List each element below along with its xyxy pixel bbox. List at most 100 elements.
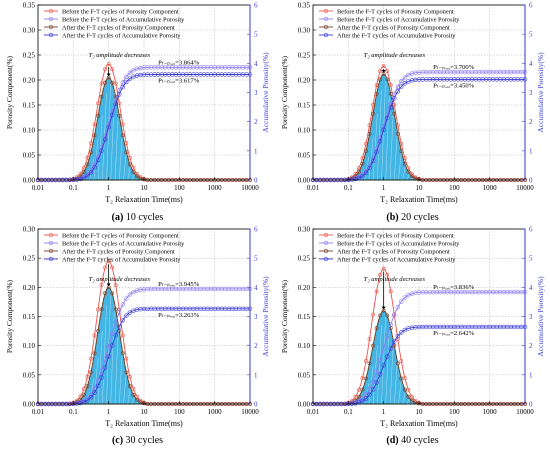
series-after-accum-line (38, 308, 250, 405)
y-tick-label-left: 0.05 (298, 371, 311, 379)
series-before-component-point (82, 387, 86, 391)
series-before-component-point (103, 67, 108, 72)
series-after-component-point (385, 77, 390, 82)
y-tick-label-left: 0.35 (23, 2, 36, 10)
series-after-accum-point (360, 398, 365, 404)
series-after-component-point (120, 133, 125, 138)
series-before-component-point (113, 283, 118, 287)
panel-a: 0.01 0.1 1 10 100 1000 100000.000.050.100.150.… (5, 2, 270, 205)
y-tick-label-left: 0.10 (23, 127, 36, 135)
series-after-accum-point (384, 115, 390, 121)
series-after-component-point (82, 170, 86, 174)
fill-hatch (389, 90, 395, 181)
series-after-component-point (385, 313, 390, 318)
series-after-accum-line (313, 326, 525, 405)
y-tick-label-left: 0.20 (23, 77, 36, 85)
legend-label: After the F-T cycles of Accumulative Por… (337, 256, 456, 263)
series-before-component-point (381, 64, 386, 68)
series-before-accum-point (374, 146, 379, 151)
series-before-accum-line (313, 291, 525, 405)
legend-label: After the F-T cycles of Porosity Compone… (62, 24, 175, 31)
legend-label: After the F-T cycles of Accumulative Por… (62, 32, 181, 39)
series-before-accum-point (384, 333, 390, 339)
porosity-label-after: Pₜ₋ₚₒᵣₑ=2.642% (433, 330, 475, 337)
series-after-component-point (357, 394, 361, 399)
y-tick-label-right: 6 (254, 2, 258, 10)
x-tick-label: 10 (416, 408, 424, 416)
legend-marker (48, 256, 54, 262)
x-tick-label: 10000 (241, 184, 259, 192)
y-tick-label-right: 4 (254, 60, 258, 68)
series-after-accum-point (127, 310, 133, 315)
series-after-component-point (131, 392, 136, 397)
x-tick-label: 1000 (208, 408, 223, 416)
series-after-accum-point (367, 392, 372, 397)
series-after-accum-point (374, 149, 379, 155)
y-tick-label-right: 1 (529, 147, 533, 155)
series-before-accum-point (124, 296, 129, 301)
series-after-accum-point (392, 96, 397, 101)
y-tick-label-left: 0.15 (298, 102, 311, 110)
series-before-accum-point (102, 356, 108, 362)
series-before-accum-point (399, 299, 404, 304)
series-after-accum-point (399, 84, 404, 89)
legend-marker (48, 24, 54, 30)
caption-text-c: 30 cycles (125, 435, 164, 446)
series-after-accum-point (106, 354, 111, 359)
series-after-component-point (378, 313, 383, 318)
y-tick-label-left: 0.30 (298, 27, 311, 35)
y-tick-label-right: 4 (529, 60, 533, 68)
y-axis-label-right: Accumulative Porosity(%) (536, 276, 545, 357)
series-before-component-point (385, 69, 390, 74)
series-before-component-point (381, 266, 386, 271)
series-after-component-point (89, 370, 93, 375)
series-after-component-point (92, 133, 97, 138)
y-tick-label-left: 0.10 (23, 342, 36, 350)
y-axis-label-left: Porosity Component(%) (280, 55, 289, 129)
legend-label: Before the F-T cycles of Accumulative Po… (62, 16, 185, 23)
x-axis-label: T₂ Relaxation Time(ms) (380, 195, 458, 204)
x-tick-label: 10 (416, 184, 424, 192)
series-before-component-point (99, 283, 104, 287)
series-after-component-point (402, 387, 407, 392)
porosity-label-before: Pₜ₋ₚₒᵣₑ=3.700% (433, 64, 475, 71)
series-before-component-point (399, 359, 404, 363)
legend-marker (48, 32, 54, 38)
series-after-accum-point (113, 333, 118, 338)
legend-marker (48, 248, 54, 254)
fill-hatch (114, 305, 120, 405)
x-tick-label: 1000 (483, 184, 498, 192)
legend-marker (48, 16, 54, 22)
series-after-accum-point (388, 105, 393, 110)
legend-marker (323, 32, 329, 38)
series-before-component-point (364, 359, 368, 363)
caption-a: (a) 10 cycles (0, 212, 275, 223)
y-tick-label-left: 0.15 (298, 313, 311, 321)
x-tick-label: 0.1 (69, 184, 78, 192)
fill-hatch (372, 113, 378, 181)
annotation-text: T₂ amplitude decreases (364, 52, 426, 59)
series-before-component-point (96, 307, 100, 312)
series-after-accum-point (102, 365, 108, 370)
series-before-accum-point (120, 302, 126, 307)
series-after-accum-point (109, 343, 115, 348)
series-after-component-point (89, 150, 93, 154)
series-before-accum-point (99, 368, 104, 373)
caption-text-a: 10 cycles (125, 212, 164, 223)
x-tick-label: 0.01 (307, 184, 320, 192)
series-after-accum-point (113, 101, 118, 107)
series-after-accum-point (95, 157, 101, 163)
series-after-component-point (113, 307, 118, 312)
series-before-accum-line (38, 66, 250, 181)
series-after-component-point (124, 370, 129, 375)
series-after-accum-point (92, 165, 97, 170)
series-after-accum-point (377, 372, 383, 377)
series-after-component-point (399, 376, 404, 381)
porosity-label-before: Pₜ₋ₚₒᵣₑ=3.864% (158, 59, 200, 66)
caption-text-b: 20 cycles (401, 212, 439, 223)
series-after-accum-point (363, 396, 369, 401)
series-before-accum-point (399, 78, 404, 84)
y-tick-label-right: 2 (254, 118, 258, 126)
series-after-component-point (360, 161, 365, 166)
series-after-accum-point (99, 148, 104, 153)
